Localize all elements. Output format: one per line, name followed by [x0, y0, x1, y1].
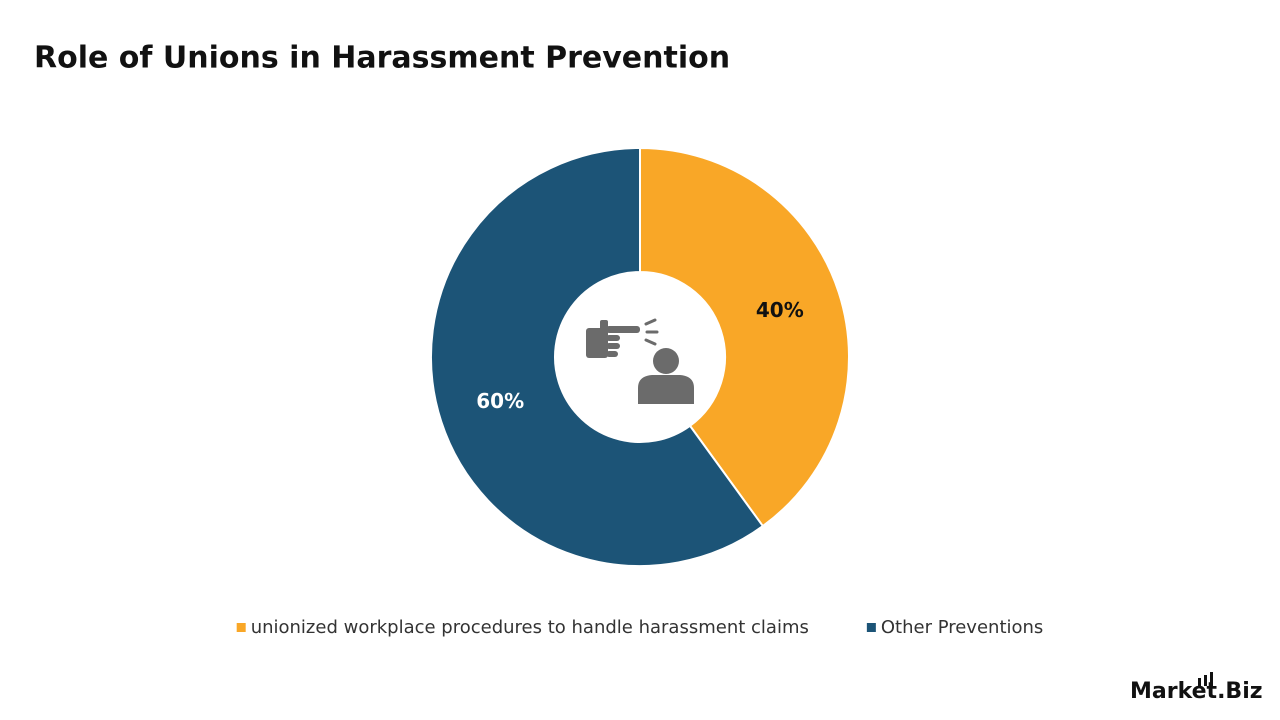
donut: 40% 60%	[430, 146, 850, 567]
icon-body	[638, 375, 694, 404]
logo-bars	[1198, 672, 1213, 686]
icon-finger	[606, 326, 640, 333]
legend-label: unionized workplace procedures to handle…	[251, 617, 809, 638]
icon-finger	[606, 351, 618, 357]
icon-lines	[644, 318, 659, 346]
legend: unionized workplace procedures to handle…	[236, 617, 1043, 638]
value-label: 60%	[476, 389, 524, 413]
chart-title: Role of Unions in Harassment Prevention	[34, 41, 730, 76]
icon-thumb	[600, 320, 608, 330]
legend-item: Other Preventions	[866, 617, 1043, 638]
value-label: 40%	[756, 298, 804, 322]
donut-slice	[430, 146, 765, 567]
icon-hand-palm	[586, 328, 608, 358]
logo-text: Market.Biz	[1130, 679, 1263, 704]
legend-swatch	[236, 623, 246, 632]
icon-head	[653, 348, 679, 374]
logo: Market.Biz	[1130, 672, 1263, 704]
center-icon	[586, 318, 694, 404]
donut-slice	[639, 146, 850, 528]
icon-finger	[606, 343, 620, 349]
legend-label: Other Preventions	[881, 617, 1043, 638]
legend-item: unionized workplace procedures to handle…	[236, 617, 809, 638]
legend-swatch	[866, 623, 876, 632]
icon-finger	[606, 335, 620, 341]
